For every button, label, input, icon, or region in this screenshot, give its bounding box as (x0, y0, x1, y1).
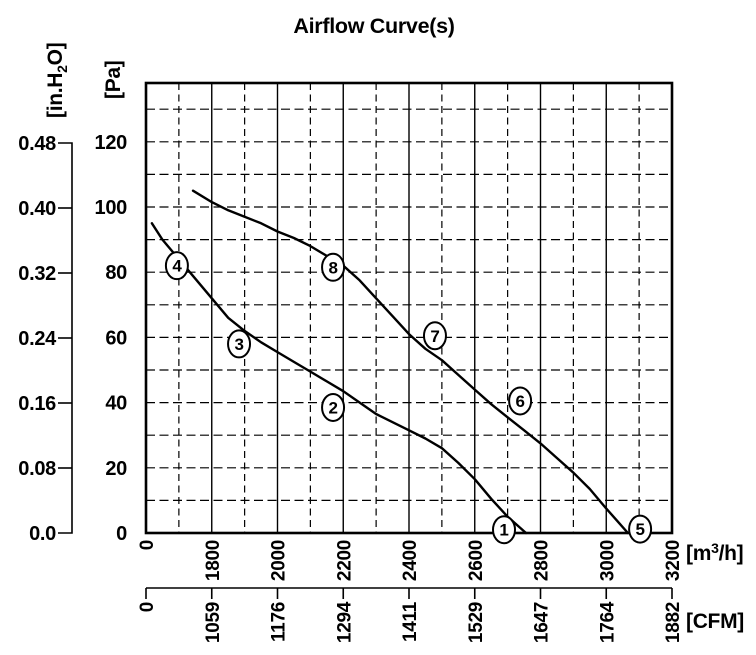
inh2o-tick-label: 0.08 (18, 458, 56, 480)
curve-number-text: 1 (499, 521, 508, 540)
pa-tick-label: 40 (105, 393, 127, 415)
curve-number-text: 4 (172, 257, 182, 276)
inh2o-tick-label: 0.40 (18, 198, 56, 220)
curve-number-text: 3 (234, 335, 243, 354)
performance-curve (150, 222, 528, 535)
m3h-axis-unit: [m3/h] (686, 540, 743, 565)
curve-number-circle (422, 321, 447, 351)
cfm-tick-label: 1529 (466, 602, 487, 643)
cfm-tick-label: 1647 (532, 602, 553, 643)
curve-number-text: 6 (516, 392, 525, 411)
inh2o-tick-label: 0.48 (18, 133, 56, 155)
m3h-tick-label: 0 (137, 540, 158, 550)
cfm-tick-label: 1411 (400, 601, 421, 642)
m3h-unit-superscript: 3 (711, 540, 719, 556)
curve-number-circle (508, 386, 533, 416)
pa-tick-label: 80 (105, 262, 127, 284)
pa-tick-label: 120 (95, 132, 128, 154)
grid (144, 81, 674, 535)
inh2o-unit-pre: [in.H (44, 73, 67, 118)
inh2o-tick-label: 0.32 (18, 263, 56, 285)
curve-number-markers: 1 2 3 4 5 6 7 8 (164, 251, 653, 545)
cfm-tick-label: 1176 (269, 602, 290, 642)
cfm-tick-label: 1059 (203, 602, 224, 643)
tick-labels: 0204060801001200.00.080.160.240.320.400.… (18, 132, 684, 643)
chart-title: Airflow Curve(s) (293, 14, 454, 38)
m3h-tick-label: 2200 (334, 540, 355, 581)
m3h-unit-pre: [m (686, 542, 711, 565)
curve-number-text: 5 (636, 520, 645, 539)
inh2o-unit-post: O] (44, 43, 67, 66)
pa-tick-label: 60 (105, 327, 127, 349)
cfm-tick-label: 0 (137, 602, 158, 612)
plot-frame (144, 81, 674, 535)
cfm-tick-label: 1882 (663, 602, 684, 643)
m3h-unit-post: /h] (719, 542, 744, 565)
inh2o-tick-label: 0.0 (29, 523, 56, 545)
m3h-tick-label: 1800 (203, 540, 224, 581)
m3h-tick-label: 2800 (532, 540, 553, 581)
curve-number-circle (321, 392, 346, 422)
curve-number-circle (321, 252, 346, 282)
m3h-tick-label: 2000 (269, 540, 290, 581)
cfm-tick-label: 1764 (597, 601, 618, 643)
curve-number-text: 8 (328, 258, 337, 277)
curve-number-text: 7 (430, 327, 439, 346)
m3h-tick-label: 2400 (400, 540, 421, 581)
performance-curve (191, 189, 630, 535)
m3h-tick-label: 3200 (663, 540, 684, 581)
curve-number-circle (492, 515, 517, 545)
curve-number-text: 2 (328, 398, 337, 417)
curve-number-circle (227, 329, 252, 359)
inh2o-tick-label: 0.24 (18, 328, 57, 350)
cfm-axis-unit: [CFM] (686, 610, 744, 633)
m3h-tick-label: 2600 (466, 540, 487, 581)
pa-tick-label: 100 (95, 197, 128, 219)
curves (150, 189, 630, 535)
pa-tick-label: 20 (105, 458, 127, 480)
inh2o-tick-label: 0.16 (18, 393, 56, 415)
curve-number-circle (164, 251, 189, 281)
m3h-tick-label: 3000 (597, 540, 618, 581)
inh2o-unit-subscript: 2 (54, 65, 70, 73)
cfm-tick-label: 1294 (334, 601, 355, 643)
curve-number-circle (628, 514, 653, 544)
axis-brackets (58, 142, 673, 599)
pa-tick-label: 0 (116, 523, 127, 545)
inh2o-axis-unit: [in.H2O] (44, 43, 70, 118)
pa-axis-unit: [Pa] (102, 61, 125, 99)
